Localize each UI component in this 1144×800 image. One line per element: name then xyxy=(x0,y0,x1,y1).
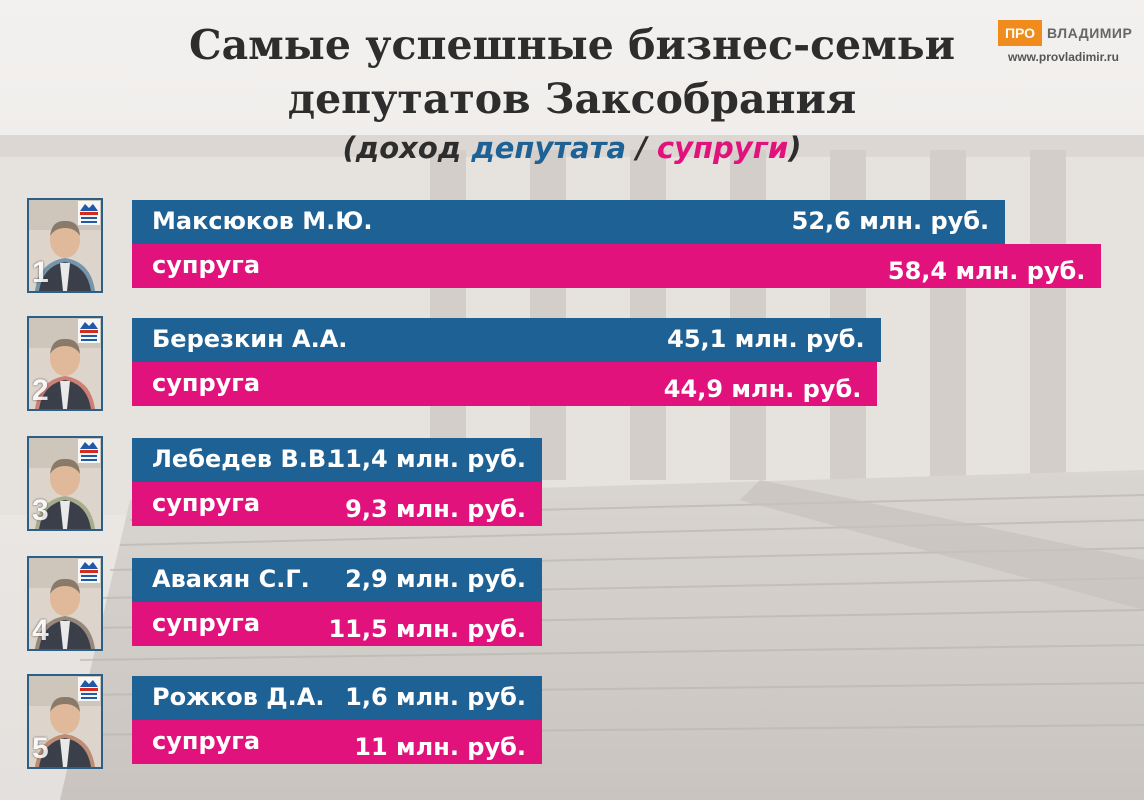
deputy-name-label: Авакян С.Г. xyxy=(152,565,310,593)
provladimir-logo[interactable]: ПРО ВЛАДИМИР www.provladimir.ru xyxy=(998,20,1138,70)
deputy-income-bar: Максюков М.Ю. 52,6 млн. руб. xyxy=(132,200,1006,244)
deputy-income-bar: Лебедев В.В. 11,4 млн. руб. xyxy=(132,438,542,482)
spouse-income-bar: супруга 11,5 млн. руб. xyxy=(132,602,542,646)
chart-row: 2 Березкин А.А. 45,1 млн. руб. супруга 44,9 … xyxy=(0,316,1144,416)
deputy-photo: 1 xyxy=(27,198,103,293)
chart-row: 1 Максюков М.Ю. 52,6 млн. руб. супруга 58,4 … xyxy=(0,198,1144,298)
rank-number: 2 xyxy=(32,374,49,407)
united-russia-logo xyxy=(78,319,100,348)
spouse-income-value: 9,3 млн. руб. xyxy=(345,495,526,523)
deputy-name-label: Максюков М.Ю. xyxy=(152,207,373,235)
united-russia-logo xyxy=(78,439,100,468)
chart-row: 5 Рожков Д.А. 1,6 млн. руб. супруга 11 млн. … xyxy=(0,674,1144,774)
subtitle-separator: / xyxy=(636,131,647,165)
deputy-income-bar: Рожков Д.А. 1,6 млн. руб. xyxy=(132,676,542,720)
spouse-label: супруга xyxy=(152,609,261,637)
chart-row: 3 Лебедев В.В. 11,4 млн. руб. супруга 9,3 мл… xyxy=(0,436,1144,536)
chart-title-line2: депутатов Заксобрания xyxy=(287,75,857,123)
deputy-photo: 3 xyxy=(27,436,103,531)
spouse-label: супруга xyxy=(152,251,261,279)
deputy-name-label: Березкин А.А. xyxy=(152,325,348,353)
subtitle-suffix: ) xyxy=(788,131,802,165)
logo-url: www.provladimir.ru xyxy=(1008,50,1119,64)
spouse-income-value: 44,9 млн. руб. xyxy=(663,375,862,403)
deputy-income-value: 52,6 млн. руб. xyxy=(791,207,990,235)
subtitle-spouse: супруги xyxy=(656,131,789,165)
subtitle-deputy: депутата xyxy=(471,131,627,165)
spouse-label: супруга xyxy=(152,369,261,397)
spouse-income-value: 11,5 млн. руб. xyxy=(328,615,526,643)
subtitle-prefix: (доход xyxy=(342,131,462,165)
spouse-label: супруга xyxy=(152,727,261,755)
deputy-name-label: Рожков Д.А. xyxy=(152,683,325,711)
logo-pro-badge: ПРО xyxy=(998,20,1042,46)
rank-number: 4 xyxy=(32,614,49,647)
chart-subtitle: (доход депутата / супруги) xyxy=(0,130,1144,166)
deputy-photo: 5 xyxy=(27,674,103,769)
spouse-income-value: 58,4 млн. руб. xyxy=(887,257,1086,285)
spouse-income-bar: супруга 11 млн. руб. xyxy=(132,720,542,764)
chart-row: 4 Авакян С.Г. 2,9 млн. руб. супруга 11,5 млн… xyxy=(0,556,1144,656)
rank-number: 3 xyxy=(32,494,49,527)
rank-number: 5 xyxy=(32,732,49,765)
deputy-income-value: 45,1 млн. руб. xyxy=(667,325,865,353)
spouse-income-bar: супруга 44,9 млн. руб. xyxy=(132,362,878,406)
deputy-income-bar: Березкин А.А. 45,1 млн. руб. xyxy=(132,318,881,362)
spouse-label: супруга xyxy=(152,489,261,517)
spouse-income-bar: супруга 9,3 млн. руб. xyxy=(132,482,542,526)
deputy-photo: 2 xyxy=(27,316,103,411)
logo-city: ВЛАДИМИР xyxy=(1047,25,1133,41)
deputy-income-value: 1,6 млн. руб. xyxy=(345,683,526,711)
deputy-income-bar: Авакян С.Г. 2,9 млн. руб. xyxy=(132,558,542,602)
deputy-income-value: 2,9 млн. руб. xyxy=(345,565,526,593)
chart-title-line1: Самые успешные бизнес-семьи xyxy=(188,21,955,69)
united-russia-logo xyxy=(78,677,100,706)
deputy-name-label: Лебедев В.В. xyxy=(152,445,336,473)
rank-number: 1 xyxy=(32,256,49,289)
united-russia-logo xyxy=(78,201,100,230)
deputy-income-value: 11,4 млн. руб. xyxy=(328,445,526,473)
spouse-income-bar: супруга 58,4 млн. руб. xyxy=(132,244,1102,288)
deputy-photo: 4 xyxy=(27,556,103,651)
spouse-income-value: 11 млн. руб. xyxy=(354,733,526,761)
united-russia-logo xyxy=(78,559,100,588)
